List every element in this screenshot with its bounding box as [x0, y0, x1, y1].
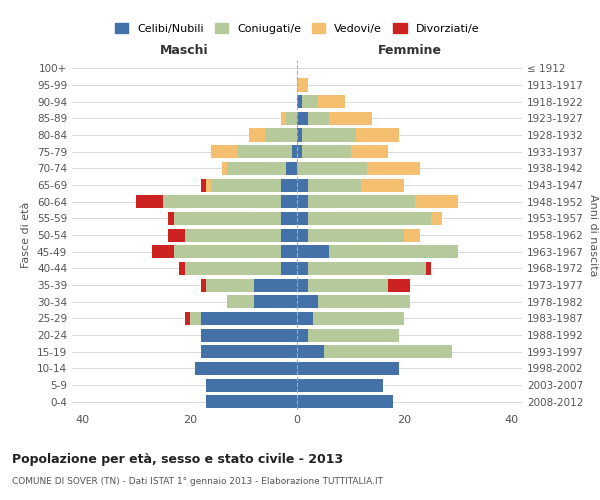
Bar [297, 95, 302, 108]
Bar [308, 262, 425, 275]
Bar [211, 145, 238, 158]
Bar [254, 278, 297, 291]
Bar [281, 228, 297, 241]
Bar [329, 112, 372, 125]
Bar [350, 145, 388, 158]
Bar [297, 278, 308, 291]
Bar [319, 95, 345, 108]
Bar [200, 312, 297, 325]
Bar [297, 162, 367, 175]
Bar [297, 178, 308, 192]
Bar [281, 112, 286, 125]
Bar [302, 128, 356, 141]
Bar [185, 228, 281, 241]
Bar [211, 178, 281, 192]
Bar [404, 228, 420, 241]
Bar [222, 162, 227, 175]
Bar [361, 178, 404, 192]
Bar [169, 212, 174, 225]
Bar [308, 278, 388, 291]
Bar [254, 295, 297, 308]
Text: Femmine: Femmine [377, 44, 442, 57]
Bar [281, 245, 297, 258]
Bar [174, 245, 281, 258]
Bar [297, 112, 308, 125]
Bar [286, 112, 297, 125]
Bar [297, 262, 308, 275]
Bar [281, 262, 297, 275]
Bar [206, 395, 297, 408]
Legend: Celibi/Nubili, Coniugati/e, Vedovi/e, Divorziati/e: Celibi/Nubili, Coniugati/e, Vedovi/e, Di… [112, 20, 482, 38]
Bar [297, 128, 302, 141]
Bar [249, 128, 265, 141]
Bar [297, 312, 313, 325]
Bar [425, 262, 431, 275]
Bar [356, 128, 399, 141]
Bar [297, 195, 308, 208]
Bar [169, 228, 185, 241]
Bar [313, 312, 404, 325]
Bar [297, 395, 394, 408]
Bar [367, 162, 420, 175]
Bar [292, 145, 297, 158]
Y-axis label: Fasce di età: Fasce di età [22, 202, 31, 268]
Bar [308, 178, 361, 192]
Y-axis label: Anni di nascita: Anni di nascita [587, 194, 598, 276]
Bar [179, 262, 185, 275]
Bar [200, 328, 297, 342]
Bar [163, 195, 281, 208]
Bar [308, 328, 399, 342]
Bar [185, 262, 281, 275]
Bar [185, 312, 190, 325]
Text: Popolazione per età, sesso e stato civile - 2013: Popolazione per età, sesso e stato civil… [12, 452, 343, 466]
Bar [388, 278, 409, 291]
Bar [308, 112, 329, 125]
Text: Maschi: Maschi [160, 44, 209, 57]
Bar [297, 78, 308, 92]
Bar [206, 378, 297, 392]
Bar [297, 328, 308, 342]
Bar [200, 178, 206, 192]
Bar [297, 362, 399, 375]
Bar [308, 228, 404, 241]
Bar [238, 145, 292, 158]
Bar [206, 278, 254, 291]
Bar [302, 95, 319, 108]
Bar [297, 212, 308, 225]
Text: COMUNE DI SOVER (TN) - Dati ISTAT 1° gennaio 2013 - Elaborazione TUTTITALIA.IT: COMUNE DI SOVER (TN) - Dati ISTAT 1° gen… [12, 478, 383, 486]
Bar [174, 212, 281, 225]
Bar [281, 212, 297, 225]
Bar [152, 245, 174, 258]
Bar [297, 145, 302, 158]
Bar [286, 162, 297, 175]
Bar [281, 178, 297, 192]
Bar [329, 245, 458, 258]
Bar [265, 128, 297, 141]
Bar [431, 212, 442, 225]
Bar [297, 295, 319, 308]
Bar [227, 162, 286, 175]
Bar [302, 145, 350, 158]
Bar [200, 278, 206, 291]
Bar [415, 195, 458, 208]
Bar [297, 378, 383, 392]
Bar [281, 195, 297, 208]
Bar [308, 195, 415, 208]
Bar [190, 312, 200, 325]
Bar [297, 245, 329, 258]
Bar [136, 195, 163, 208]
Bar [206, 178, 211, 192]
Bar [227, 295, 254, 308]
Bar [195, 362, 297, 375]
Bar [200, 345, 297, 358]
Bar [319, 295, 409, 308]
Bar [297, 345, 324, 358]
Bar [308, 212, 431, 225]
Bar [297, 228, 308, 241]
Bar [324, 345, 452, 358]
